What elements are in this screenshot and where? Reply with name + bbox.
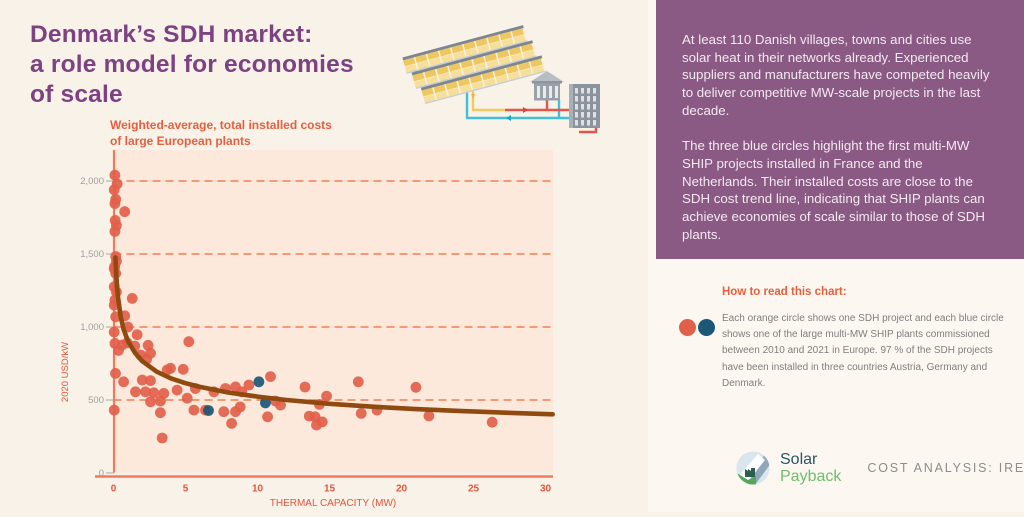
sdh-data-point (108, 404, 120, 416)
ship-data-point (260, 397, 271, 409)
sdh-data-point (423, 410, 435, 422)
ytick-label-2000: 2,000 (80, 176, 104, 187)
xtick-label-30: 30 (540, 484, 552, 495)
sdh-data-point (486, 416, 498, 428)
sdh-data-point (155, 395, 166, 407)
sdh-data-point (118, 376, 129, 388)
sdh-data-point (119, 206, 131, 218)
sdh-data-point (410, 381, 422, 393)
sdh-data-point (140, 386, 151, 398)
sdh-data-point (130, 386, 141, 398)
sdh-data-point (109, 169, 121, 181)
sdh-data-point (243, 379, 255, 391)
xtick-label-15: 15 (324, 484, 336, 495)
sdh-data-point (113, 345, 124, 356)
chart-title: Weighted-average, total installed costs … (110, 118, 332, 148)
sdh-data-point (109, 198, 121, 209)
sdh-data-point (108, 326, 120, 338)
commentary-paragraph-1: At least 110 Danish villages, towns and … (682, 32, 990, 118)
ytick-label-500: 500 (88, 395, 104, 406)
plot-background (113, 150, 553, 473)
sdh-data-point (136, 374, 148, 386)
xtick-label-20: 20 (396, 484, 408, 495)
y-axis-title: 2020 USD/kW (60, 342, 71, 402)
sdh-data-point (171, 384, 183, 396)
how-to-read-heading: How to read this chart: (722, 286, 847, 298)
sdh-data-point (126, 293, 138, 304)
sdh-data-point (181, 392, 193, 404)
sdh-data-point (161, 364, 173, 376)
xtick-label-25: 25 (468, 484, 480, 495)
cost-analysis-credit: COST ANALYSIS: IRENA (867, 461, 1024, 476)
sdh-data-point (177, 363, 189, 375)
sdh-data-point (299, 381, 311, 393)
sdh-cost-scatter-chart: 0 500 1,000 1,500 2,000 0 5 10 15 20 25 30 THERMAL C… (60, 150, 555, 509)
sdh-data-point (156, 432, 168, 444)
legend-sdh-dot-icon (679, 319, 696, 336)
sdh-data-point (108, 184, 120, 196)
chart-area: 0 500 1,000 1,500 2,000 0 5 10 15 20 25 30 THERMAL C… (60, 150, 570, 512)
footer: Solar Payback COST ANALYSIS: IRENA (736, 451, 1024, 486)
sdh-data-point (218, 406, 230, 418)
commentary-paragraph-2: The three blue circles highlight the fir… (682, 138, 986, 242)
ship-data-point (253, 376, 265, 388)
ytick-label-0: 0 (99, 468, 104, 479)
building-tower (569, 84, 600, 128)
sdh-data-point (188, 404, 200, 416)
sdh-data-point (311, 419, 322, 431)
sdh-data-point (355, 408, 367, 419)
sdh-data-point (148, 387, 160, 399)
sdh-data-point (145, 375, 156, 387)
ytick-label-1000: 1,000 (80, 322, 104, 333)
logo-line-2: Payback (780, 468, 842, 486)
xtick-label-5: 5 (183, 484, 189, 495)
x-axis-title: THERMAL CAPACITY (MW) (270, 498, 396, 509)
building-house (530, 71, 564, 101)
pipe-arrows (471, 94, 528, 121)
solar-district-heating-illustration (402, 25, 600, 134)
commentary-box: At least 110 Danish villages, towns and … (656, 0, 1024, 259)
ship-data-point (203, 405, 214, 416)
solar-payback-wordmark: Solar Payback (780, 451, 841, 486)
sdh-data-point (230, 406, 241, 418)
sdh-data-point (275, 399, 286, 411)
sdh-data-point (265, 371, 276, 382)
sdh-data-point (262, 411, 273, 423)
trend-line (113, 255, 555, 417)
logo-line-1: Solar (780, 451, 818, 468)
sdh-data-point (109, 226, 121, 237)
sdh-data-point (155, 407, 166, 419)
legend-ship-dot-icon (698, 319, 715, 336)
how-to-read-body: Each orange circle shows one SDH project… (722, 313, 1004, 389)
xtick-label-10: 10 (252, 484, 264, 495)
sdh-data-point (226, 418, 238, 429)
xtick-label-0: 0 (111, 484, 117, 495)
sdh-data-point (131, 329, 143, 341)
sdh-data-point (352, 376, 364, 388)
left-panel: Denmark’s SDH market: a role model for e… (30, 21, 600, 512)
sdh-data-point (183, 336, 195, 348)
sdh-data-point (321, 390, 332, 402)
sdh-data-point (110, 368, 121, 379)
right-panel: At least 110 Danish villages, towns and … (648, 0, 1024, 512)
page-title: Denmark’s SDH market: a role model for e… (30, 21, 354, 108)
solar-collectors (402, 25, 546, 105)
ytick-label-1500: 1,500 (80, 249, 104, 260)
sdh-data-point (145, 396, 156, 408)
solar-payback-logo-icon (736, 451, 770, 485)
